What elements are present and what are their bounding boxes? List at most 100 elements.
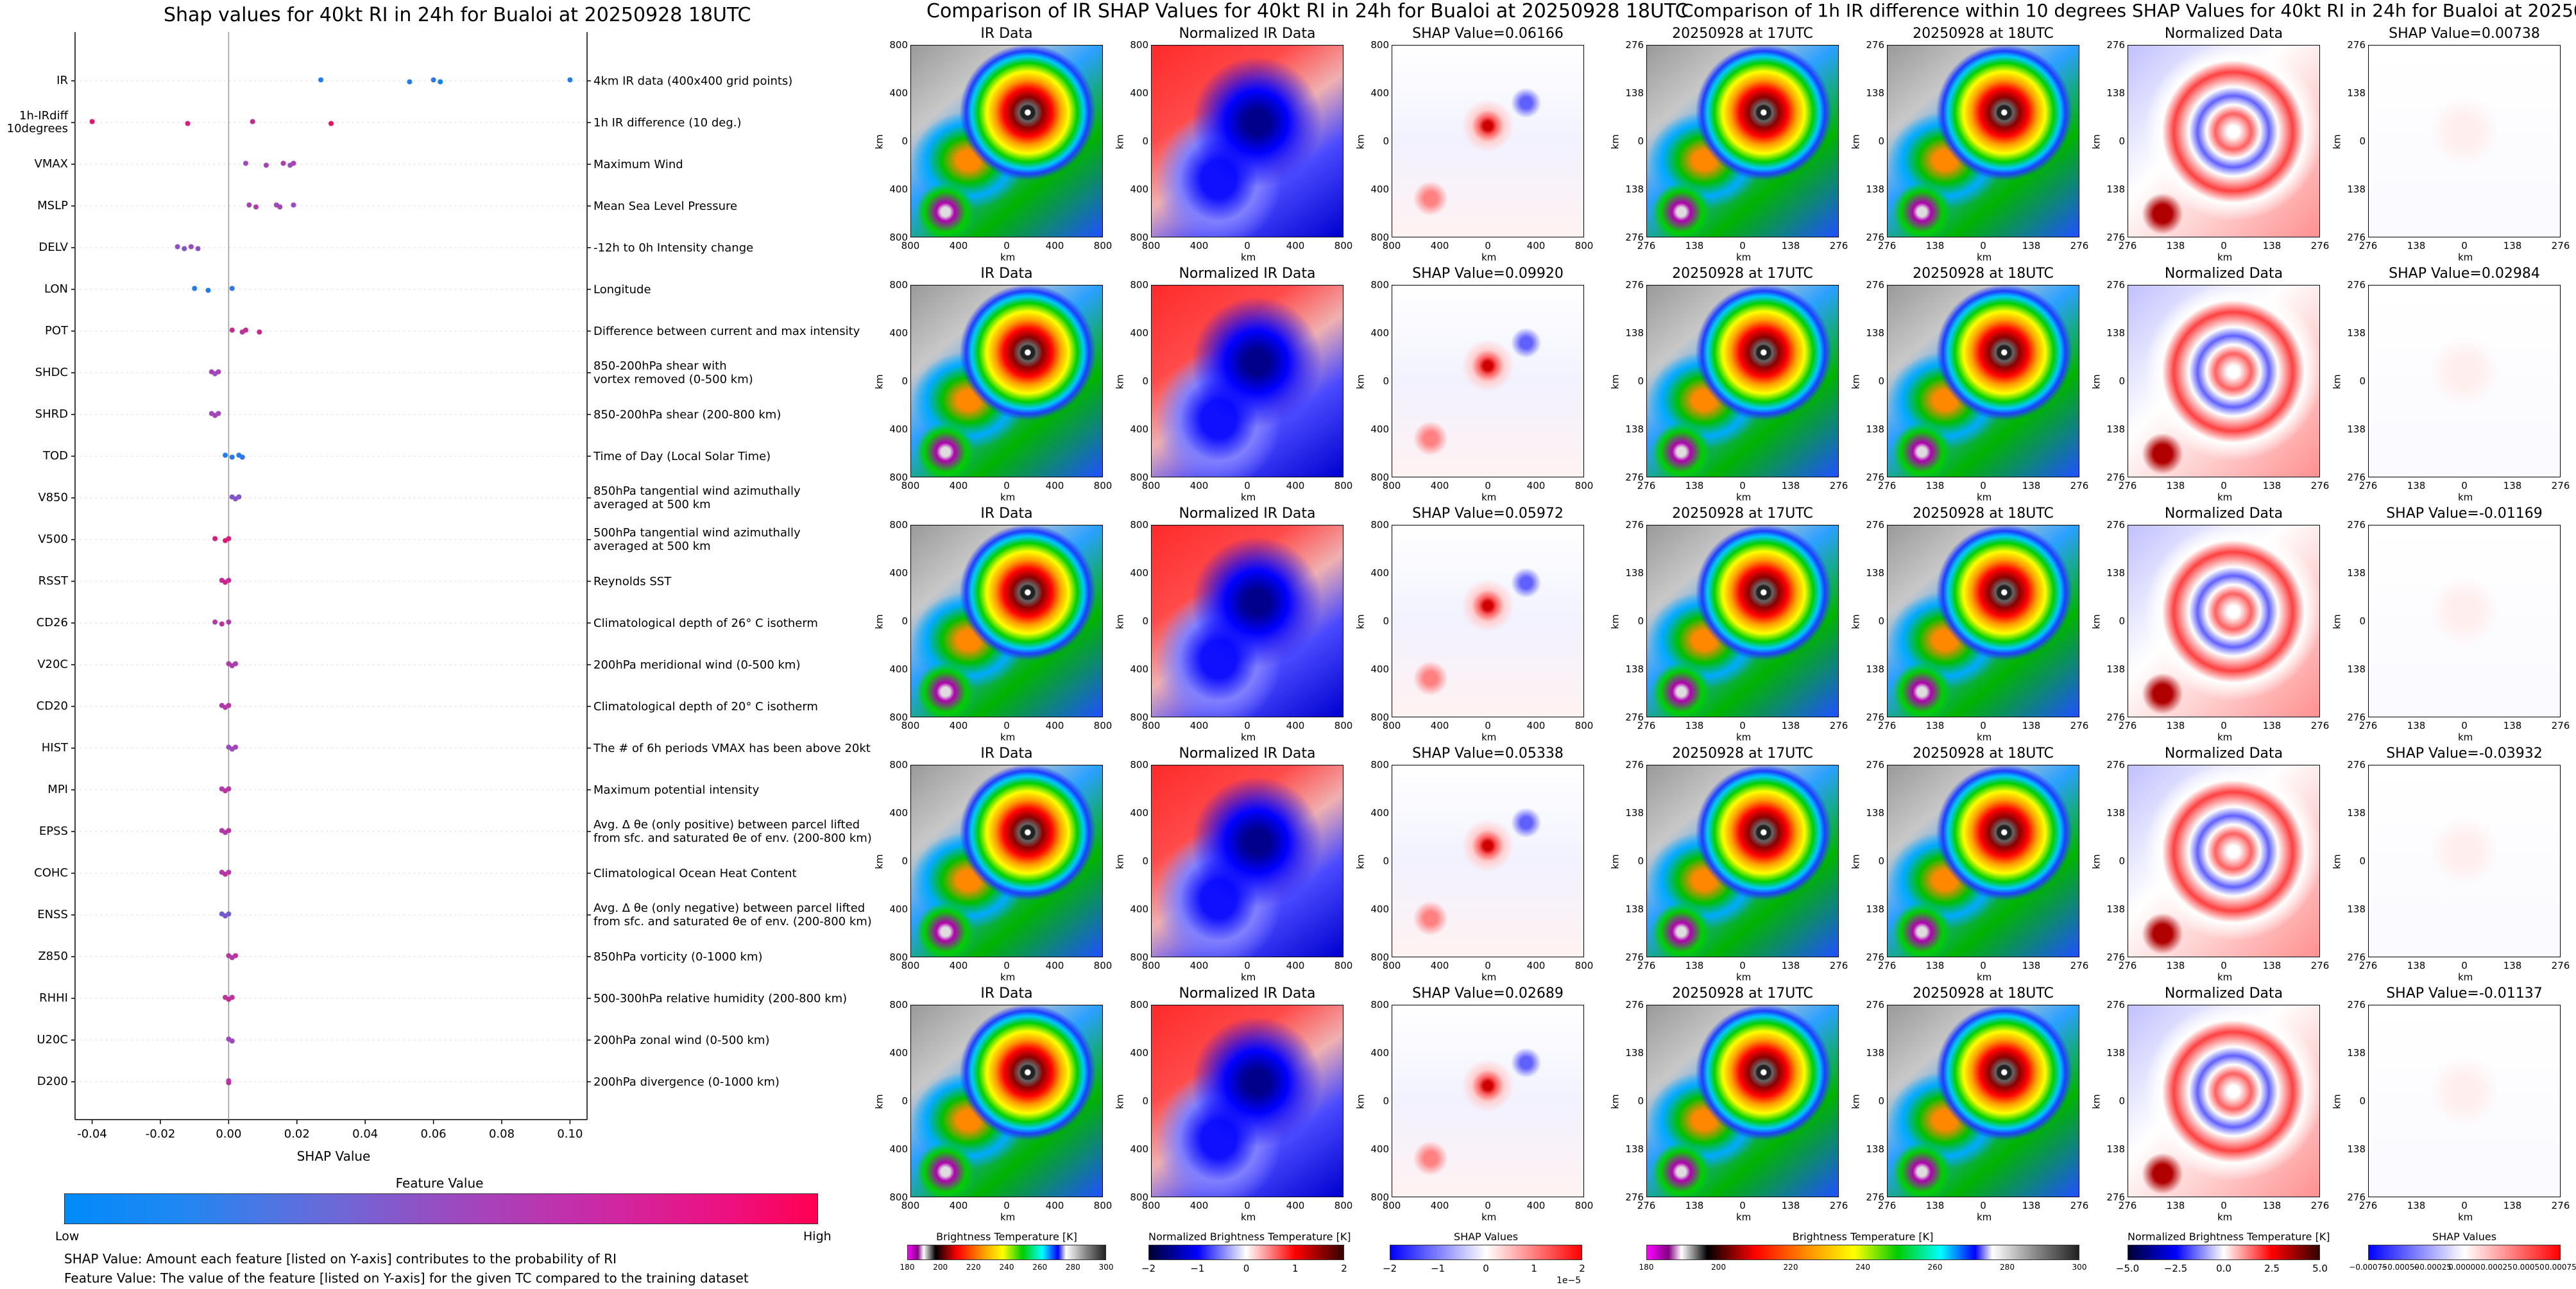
ytick-label: 0	[1637, 615, 1644, 627]
xtick-label: 276	[2310, 1200, 2330, 1211]
xtick-label: 0	[2221, 480, 2227, 491]
ylabel: km	[1354, 854, 1367, 869]
feature-description: 200hPa meridional wind (0-500 km)	[593, 658, 801, 672]
ytick-label: 138	[2106, 1047, 2125, 1059]
feature-description: 200hPa divergence (0-1000 km)	[593, 1075, 780, 1089]
xlabel: km	[1977, 252, 1992, 263]
xtick-label: 138	[2166, 480, 2185, 491]
ytick-label: 276	[1866, 712, 1884, 723]
ytick-label: 138	[2347, 567, 2366, 579]
feature-colorbar-label: Feature Value	[395, 1175, 484, 1191]
feature-description: 500hPa tangential wind azimuthally avera…	[593, 526, 801, 553]
ytick-label: 138	[1866, 807, 1884, 819]
xtick-label: 800	[1141, 1200, 1161, 1211]
xtick-label: 800	[1574, 720, 1594, 731]
xtick-label: 400	[1286, 480, 1305, 491]
xtick-label: 0.08	[489, 1127, 515, 1141]
normalized-ir-panel	[1151, 1005, 1343, 1197]
ytick-label: 0	[1637, 375, 1644, 387]
ytick-label: 138	[1625, 1047, 1644, 1059]
ytick-label: 800	[889, 279, 908, 291]
shap-point	[567, 77, 573, 83]
ytick-label: 800	[1370, 232, 1389, 243]
xtick-label: 400	[949, 240, 968, 252]
xlabel: km	[2217, 491, 2233, 503]
feature-description: -12h to 0h Intensity change	[593, 241, 754, 255]
ylabel: km	[1114, 374, 1126, 389]
ylabel: km	[873, 1094, 885, 1109]
ytick-label: 400	[889, 807, 908, 819]
colorbar-tick: 200	[1711, 1263, 1726, 1272]
xtick-label: 0.02	[284, 1127, 310, 1141]
ytick-label: 0	[1142, 135, 1148, 147]
ytick-label: 138	[1625, 327, 1644, 339]
feature-label: MPI	[47, 783, 68, 796]
panel-subtitle: 20250928 at 18UTC	[1913, 506, 2054, 522]
xtick-label: 400	[1526, 720, 1546, 731]
beeswarm-plot: -0.04 -0.02 0.00 0.02 0.04 0.06 0.08 0.10	[71, 32, 591, 1141]
colorbar-tick: −1	[1190, 1263, 1205, 1274]
ylabel: km	[2331, 374, 2343, 389]
xtick-label: 138	[2022, 240, 2041, 252]
ytick-label: 276	[1866, 39, 1884, 51]
panel-subtitle: Normalized Data	[2164, 266, 2283, 282]
ytick-label: 138	[2106, 87, 2125, 99]
ytick-label: 276	[1625, 519, 1644, 531]
xtick-label: -0.02	[146, 1127, 176, 1141]
xtick-label: 138	[1781, 240, 1800, 252]
ytick-label: 400	[889, 1047, 908, 1059]
ylabel: km	[1354, 374, 1367, 389]
xtick-label: 138	[1781, 720, 1800, 731]
panel-subtitle: 20250928 at 17UTC	[1672, 26, 1813, 42]
ylabel: km	[1114, 134, 1126, 149]
panel-subtitle: SHAP Value=0.09920	[1412, 266, 1564, 282]
feature-description: Longitude	[593, 283, 651, 296]
xlabel: km	[1000, 971, 1016, 983]
feature-description: Climatological depth of 20° C isotherm	[593, 700, 818, 713]
xtick-label: 276	[1637, 1200, 1656, 1211]
ytick-label: 800	[1130, 472, 1148, 483]
ylabel: km	[1609, 614, 1621, 629]
ytick-label: 138	[1866, 1143, 1884, 1155]
ytick-label: 0	[1878, 615, 1884, 627]
xtick-label: 800	[1574, 1200, 1594, 1211]
ytick-label: 276	[2106, 232, 2125, 243]
ytick-label: 138	[1625, 184, 1644, 195]
ir-18utc-panel	[1887, 45, 2079, 237]
ylabel: km	[2331, 134, 2343, 149]
ytick-label: 138	[2347, 327, 2366, 339]
beeswarm-title: Shap values for 40kt RI in 24h for Bualo…	[164, 4, 751, 26]
ylabel: km	[873, 134, 885, 149]
ylabel: km	[873, 854, 885, 869]
normalized-ir-panel	[1151, 525, 1343, 717]
ytick-label: 138	[2347, 807, 2366, 819]
ylabel: km	[873, 614, 885, 629]
xtick-label: 800	[1093, 960, 1113, 971]
ytick-label: 0	[1383, 615, 1389, 627]
xtick-label: 400	[1045, 720, 1064, 731]
colorbar-tick: 0.00075	[2545, 1263, 2576, 1272]
colorbar-tick: 5.0	[2312, 1263, 2328, 1274]
ytick-label: 400	[1370, 184, 1389, 195]
ytick-label: 400	[1370, 567, 1389, 579]
feature-description: The # of 6h periods VMAX has been above …	[593, 742, 871, 755]
ytick-label: 400	[1130, 903, 1148, 915]
shap-point	[212, 536, 218, 542]
xtick-label: 138	[2022, 720, 2041, 731]
ytick-label: 400	[889, 327, 908, 339]
xtick-label: 400	[949, 1200, 968, 1211]
xtick-label: 138	[2503, 240, 2522, 252]
ytick-label: 276	[2347, 999, 2366, 1011]
feature-label: ENSS	[37, 908, 68, 921]
xlabel: km	[1241, 252, 1256, 263]
ir-shap-panel	[1392, 45, 1584, 237]
xtick-label: 276	[1877, 240, 1897, 252]
xtick-label: 0	[1003, 240, 1010, 252]
xtick-label: 276	[2070, 720, 2089, 731]
shap-point	[195, 246, 201, 252]
ylabel: km	[1354, 1094, 1367, 1109]
ytick-label: 138	[2347, 423, 2366, 435]
xtick-label: 800	[1093, 480, 1113, 491]
ir-norm-colorbar	[1148, 1245, 1344, 1260]
ytick-label: 800	[1370, 519, 1389, 531]
